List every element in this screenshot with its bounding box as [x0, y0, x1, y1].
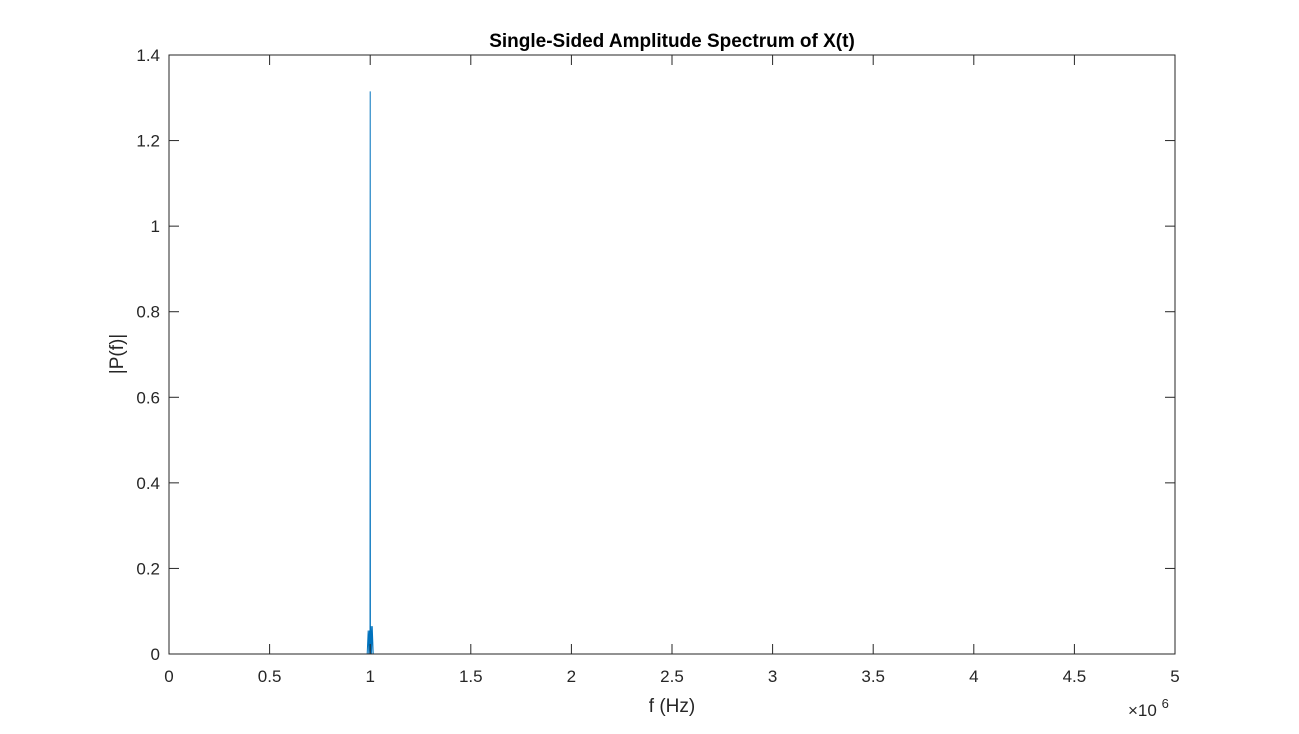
tick-layer: 0 0.5 1 1.5 2 2.5 3 3.5 4 4.5 5 0 0.2 0.4 0.6 0.8 1 1.2 1.…: [136, 46, 1179, 686]
x-tick-label: 3.5: [861, 667, 885, 686]
y-tick-label: 1.2: [136, 132, 160, 151]
x-tick-label: 4.5: [1063, 667, 1087, 686]
y-tick-label: 0.8: [136, 303, 160, 322]
x-tick-label: 1: [365, 667, 374, 686]
plot-area-background: [169, 55, 1175, 654]
spectrum-series-line: [169, 91, 1175, 655]
x-tick-label: 0: [164, 667, 173, 686]
data-series-layer: [169, 91, 1175, 655]
x-tick-label: 1.5: [459, 667, 483, 686]
chart-title: Single-Sided Amplitude Spectrum of X(t): [489, 31, 855, 52]
x-axis-exponent: ×10 6: [1128, 696, 1169, 720]
x-tick-label: 4: [969, 667, 978, 686]
y-tick-label: 0: [151, 645, 160, 664]
x-axis-label: f (Hz): [649, 696, 695, 717]
y-tick-label: 1.4: [136, 46, 160, 65]
x-exponent-base: ×10: [1128, 701, 1157, 720]
x-exponent-power: 6: [1162, 696, 1169, 711]
y-tick-label: 0.4: [136, 474, 160, 493]
x-tick-label: 5: [1170, 667, 1179, 686]
y-tick-label: 0.6: [136, 388, 160, 407]
x-tick-label: 2: [567, 667, 576, 686]
y-axis-label: |P(f)|: [107, 334, 128, 374]
x-tick-label: 2.5: [660, 667, 684, 686]
x-tick-label: 3: [768, 667, 777, 686]
x-tick-label: 0.5: [258, 667, 282, 686]
y-tick-label: 0.2: [136, 559, 160, 578]
y-tick-label: 1: [151, 217, 160, 236]
